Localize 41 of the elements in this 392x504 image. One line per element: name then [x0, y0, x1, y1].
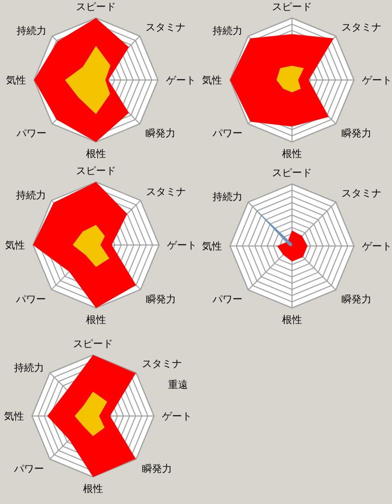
- spoke-label: スピード: [272, 168, 312, 179]
- text: 重遠: [168, 378, 188, 392]
- spoke-label: スピード: [76, 2, 116, 13]
- spoke-label: 持続力: [212, 191, 243, 204]
- spoke-label: 気性: [202, 74, 222, 87]
- spoke-label: スピード: [272, 2, 312, 13]
- spoke-label: パワー: [212, 128, 243, 140]
- spoke-label: スタミナ: [146, 186, 186, 198]
- spoke-label: 気性: [4, 410, 24, 423]
- spoke-label: 瞬発力: [146, 293, 176, 306]
- spoke-label: ゲート: [362, 76, 392, 87]
- spoke-label: スタミナ: [142, 359, 182, 370]
- spoke-label: ゲート: [362, 242, 392, 253]
- spoke-label: 根性: [86, 148, 106, 160]
- spoke-label: 瞬発力: [145, 128, 176, 140]
- spoke-label: 気性: [5, 240, 25, 252]
- spoke-label: 持続力: [16, 25, 47, 38]
- spoke-label: 瞬発力: [341, 294, 372, 306]
- spoke-label: パワー: [13, 464, 44, 475]
- spoke-label: ゲート: [162, 412, 192, 423]
- spoke-label: ゲート: [167, 240, 197, 252]
- spoke-label: スタミナ: [341, 22, 382, 34]
- spoke-label: スピード: [73, 339, 113, 350]
- spoke-label: 瞬発力: [341, 128, 372, 140]
- spoke-label: 持続力: [212, 25, 243, 38]
- spoke-label: 根性: [282, 148, 302, 160]
- spoke-label: 持続力: [16, 189, 46, 202]
- spoke-label: 気性: [202, 240, 222, 253]
- spoke-label: 根性: [83, 483, 103, 496]
- spoke-label: スタミナ: [145, 22, 186, 34]
- spoke-label: パワー: [14, 294, 46, 306]
- spoke-label: 持続力: [14, 362, 44, 374]
- spoke-label: スピード: [76, 166, 116, 177]
- spoke-label: 気性: [6, 74, 26, 87]
- spoke-label: 根性: [86, 314, 106, 326]
- spoke-label: スタミナ: [341, 188, 382, 200]
- spoke-label: パワー: [212, 294, 243, 306]
- spoke-label: 根性: [282, 314, 302, 326]
- spoke-label: パワー: [16, 128, 47, 140]
- spoke-label: 瞬発力: [142, 462, 172, 475]
- spoke-label: ゲート: [166, 76, 196, 87]
